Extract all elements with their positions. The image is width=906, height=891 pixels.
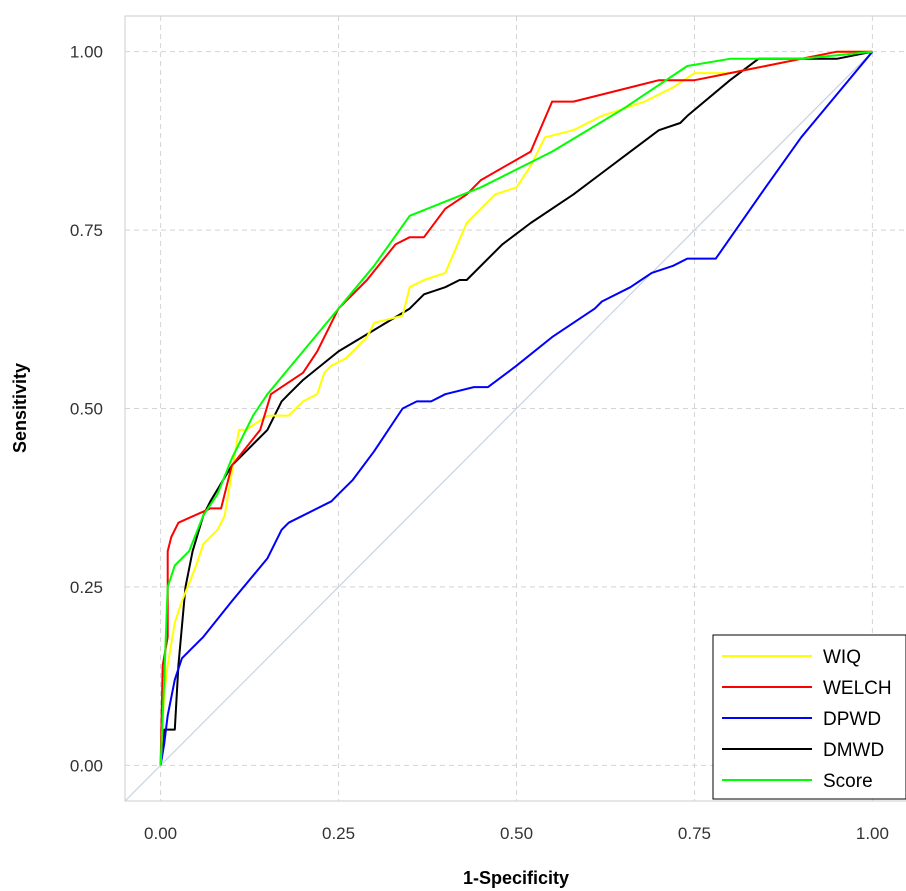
x-tick-label: 0.25 [322, 824, 355, 843]
reference-diagonal-line [124, 51, 873, 802]
y-axis-tick-labels: 0.00 0.25 0.50 0.75 1.00 [70, 43, 103, 776]
series-line-welch [159, 50, 873, 766]
series-line-wiq [159, 50, 873, 766]
series-lines [159, 50, 874, 766]
legend-label-dmwd: DMWD [823, 740, 884, 761]
legend-label-welch: WELCH [823, 678, 892, 699]
x-axis-title: 1-Specificity [463, 868, 569, 888]
x-tick-label: 0.50 [500, 824, 533, 843]
legend: WIQ WELCH DPWD DMWD Score [712, 634, 906, 800]
y-tick-label: 0.75 [70, 221, 103, 240]
y-tick-label: 0.25 [70, 578, 103, 597]
legend-label-dpwd: DPWD [823, 709, 881, 730]
series-line-dmwd [159, 50, 873, 766]
y-tick-label: 0.50 [70, 400, 103, 419]
x-tick-label: 0.75 [678, 824, 711, 843]
series-line-dpwd [159, 51, 874, 766]
series-line-score [159, 50, 873, 766]
legend-label-wiq: WIQ [823, 647, 861, 668]
vertical-grid-lines [160, 16, 873, 801]
y-tick-label: 1.00 [70, 43, 103, 62]
y-axis-title: Sensitivity [10, 363, 30, 453]
x-axis-tick-labels: 0.00 0.25 0.50 0.75 1.00 [144, 824, 889, 843]
legend-label-score: Score [823, 771, 873, 792]
x-tick-label: 1.00 [856, 824, 889, 843]
x-tick-label: 0.00 [144, 824, 177, 843]
y-tick-label: 0.00 [70, 756, 103, 775]
